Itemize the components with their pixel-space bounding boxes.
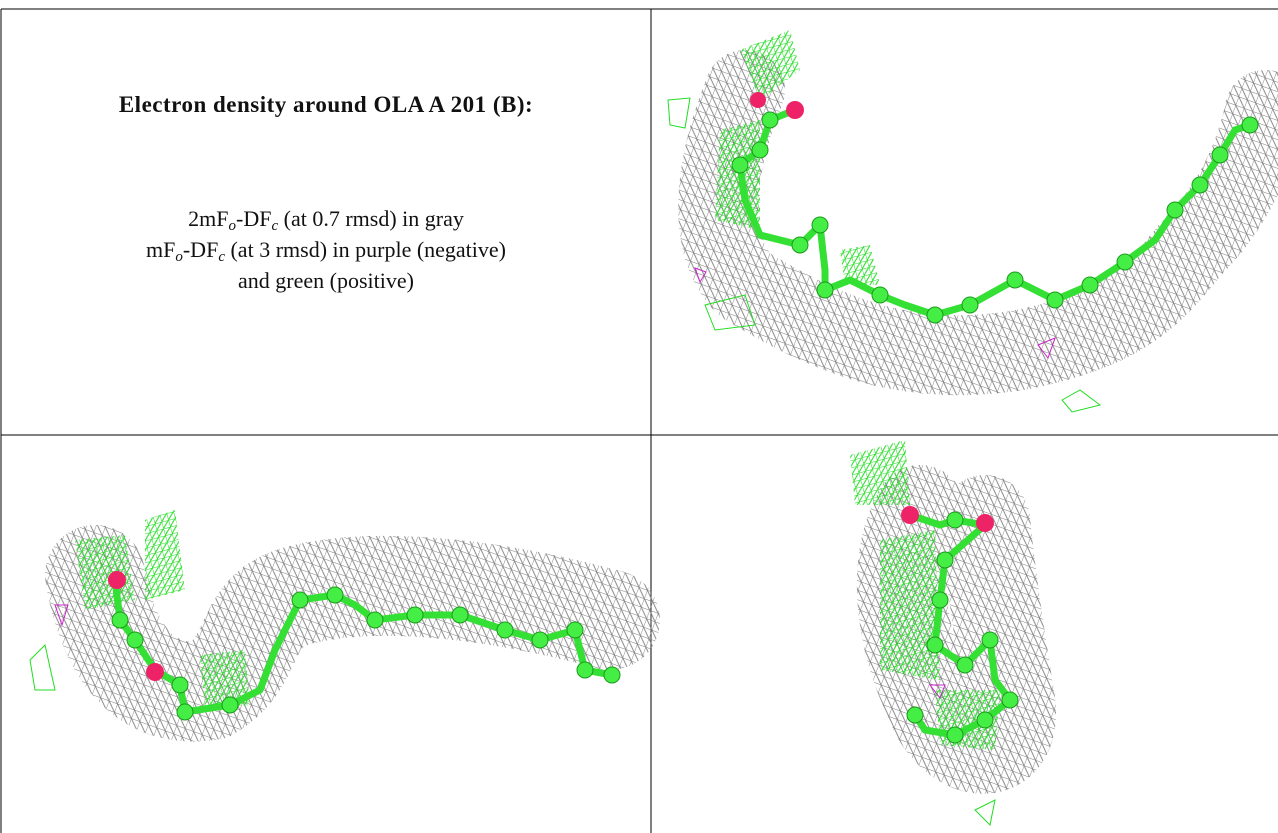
legend-line: mFo-DFc (at 3 rmsd) in purple (negative) <box>2 234 650 265</box>
figure <box>0 0 1278 833</box>
density-view-2 <box>30 510 620 720</box>
legend-text: -DF <box>183 237 218 262</box>
legend-text: (at 0.7 rmsd) in gray <box>278 206 464 231</box>
density-view-3 <box>850 440 1018 825</box>
legend-line: and green (positive) <box>2 265 650 296</box>
page: Electron density around OLA A 201 (B): 2… <box>0 0 1278 833</box>
legend-text: mF <box>146 237 175 262</box>
legend-text: -DF <box>236 206 271 231</box>
legend-text: and green (positive) <box>238 268 414 293</box>
legend-text: 2mF <box>188 206 228 231</box>
caption-title: Electron density around OLA A 201 (B): <box>2 92 650 118</box>
subscript: o <box>175 249 183 265</box>
legend-line: 2mFo-DFc (at 0.7 rmsd) in gray <box>2 203 650 234</box>
subscript: o <box>229 218 237 234</box>
legend-text: (at 3 rmsd) in purple (negative) <box>225 237 506 262</box>
density-view-1 <box>668 30 1265 412</box>
subscript: c <box>218 249 225 265</box>
